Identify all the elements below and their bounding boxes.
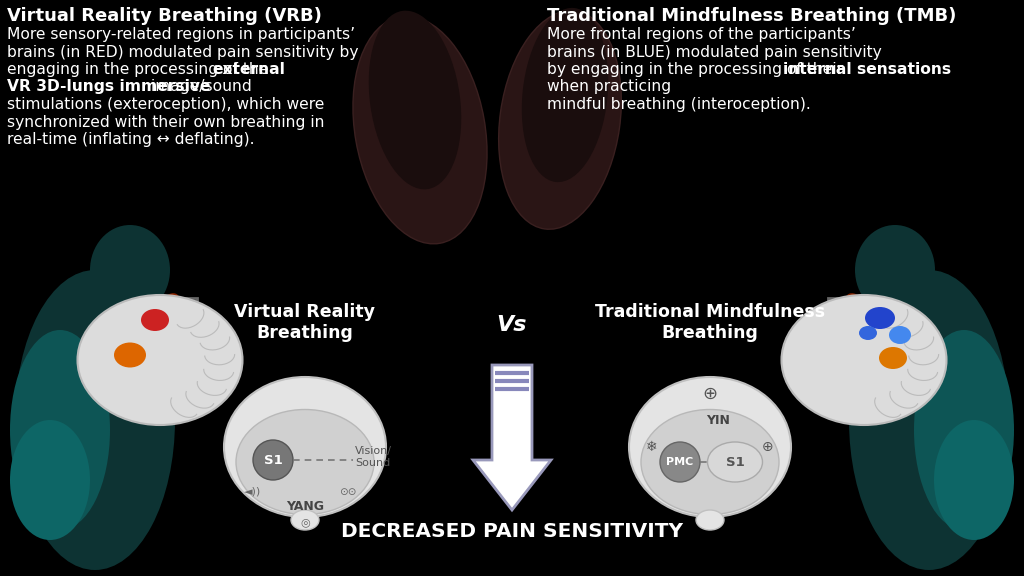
Text: VR 3D-lungs immersive: VR 3D-lungs immersive bbox=[7, 79, 211, 94]
Ellipse shape bbox=[522, 8, 608, 182]
Ellipse shape bbox=[114, 343, 146, 367]
Bar bbox=[138, 298, 197, 337]
Ellipse shape bbox=[641, 410, 779, 514]
Text: YANG: YANG bbox=[286, 501, 324, 513]
Text: Vs: Vs bbox=[497, 315, 527, 335]
Text: real-time (inflating ↔ deflating).: real-time (inflating ↔ deflating). bbox=[7, 132, 255, 147]
Ellipse shape bbox=[849, 270, 1009, 570]
Ellipse shape bbox=[934, 420, 1014, 540]
Text: ❄: ❄ bbox=[646, 440, 657, 454]
Ellipse shape bbox=[291, 510, 319, 530]
Ellipse shape bbox=[10, 420, 90, 540]
Text: Vision/
Sound: Vision/ Sound bbox=[355, 446, 392, 468]
Ellipse shape bbox=[10, 330, 110, 530]
Text: Traditional Mindfulness
Breathing: Traditional Mindfulness Breathing bbox=[595, 303, 825, 342]
Text: Virtual Reality Breathing (VRB): Virtual Reality Breathing (VRB) bbox=[7, 7, 322, 25]
Text: mindful breathing (interoception).: mindful breathing (interoception). bbox=[547, 97, 811, 112]
Text: More sensory-related regions in participants’: More sensory-related regions in particip… bbox=[7, 27, 355, 42]
Text: PMC: PMC bbox=[667, 457, 693, 467]
Text: YIN: YIN bbox=[707, 414, 730, 426]
Text: Traditional Mindfulness Breathing (TMB): Traditional Mindfulness Breathing (TMB) bbox=[547, 7, 956, 25]
Text: brains (in BLUE) modulated pain sensitivity: brains (in BLUE) modulated pain sensitiv… bbox=[547, 44, 882, 59]
Ellipse shape bbox=[842, 293, 898, 407]
Text: S1: S1 bbox=[726, 456, 744, 468]
Text: ◎: ◎ bbox=[300, 517, 310, 527]
Ellipse shape bbox=[865, 307, 895, 329]
Ellipse shape bbox=[236, 410, 374, 514]
Text: external: external bbox=[213, 62, 286, 77]
Ellipse shape bbox=[879, 347, 907, 369]
Text: ⊕: ⊕ bbox=[702, 385, 718, 403]
FancyArrow shape bbox=[473, 365, 551, 510]
Text: Virtual Reality
Breathing: Virtual Reality Breathing bbox=[234, 303, 376, 342]
Text: More frontal regions of the participants’: More frontal regions of the participants… bbox=[547, 27, 856, 42]
Text: ◄)): ◄)) bbox=[245, 487, 261, 497]
Ellipse shape bbox=[90, 225, 170, 315]
Ellipse shape bbox=[15, 270, 175, 570]
Ellipse shape bbox=[629, 377, 791, 517]
Text: brains (in RED) modulated pain sensitivity by: brains (in RED) modulated pain sensitivi… bbox=[7, 44, 358, 59]
Ellipse shape bbox=[862, 331, 898, 409]
Ellipse shape bbox=[859, 326, 877, 340]
Text: image/sound: image/sound bbox=[145, 79, 251, 94]
Ellipse shape bbox=[224, 377, 386, 517]
Ellipse shape bbox=[708, 442, 763, 482]
Text: synchronized with their own breathing in: synchronized with their own breathing in bbox=[7, 115, 325, 130]
Ellipse shape bbox=[889, 326, 911, 344]
Ellipse shape bbox=[127, 331, 163, 409]
Ellipse shape bbox=[781, 295, 946, 425]
Bar bbox=[830, 300, 885, 335]
Ellipse shape bbox=[696, 510, 724, 530]
Text: stimulations (exteroception), which were: stimulations (exteroception), which were bbox=[7, 97, 325, 112]
Ellipse shape bbox=[369, 10, 461, 190]
Text: by engaging in the processing of their: by engaging in the processing of their bbox=[547, 62, 848, 77]
Bar bbox=[828, 298, 887, 337]
Ellipse shape bbox=[78, 295, 243, 425]
Text: DECREASED PAIN SENSITIVITY: DECREASED PAIN SENSITIVITY bbox=[341, 522, 683, 541]
Text: ⊙⊙: ⊙⊙ bbox=[339, 487, 356, 497]
Ellipse shape bbox=[141, 309, 169, 331]
Ellipse shape bbox=[127, 293, 183, 407]
Text: ⊕: ⊕ bbox=[762, 440, 774, 454]
Bar bbox=[140, 300, 195, 335]
Text: when practicing: when practicing bbox=[547, 79, 671, 94]
Circle shape bbox=[253, 440, 293, 480]
Ellipse shape bbox=[914, 330, 1014, 530]
Ellipse shape bbox=[855, 225, 935, 315]
Text: S1: S1 bbox=[263, 453, 283, 467]
Ellipse shape bbox=[499, 11, 622, 229]
Ellipse shape bbox=[353, 16, 487, 244]
Circle shape bbox=[660, 442, 700, 482]
Text: internal sensations: internal sensations bbox=[783, 62, 951, 77]
Text: engaging in the processing of the: engaging in the processing of the bbox=[7, 62, 273, 77]
